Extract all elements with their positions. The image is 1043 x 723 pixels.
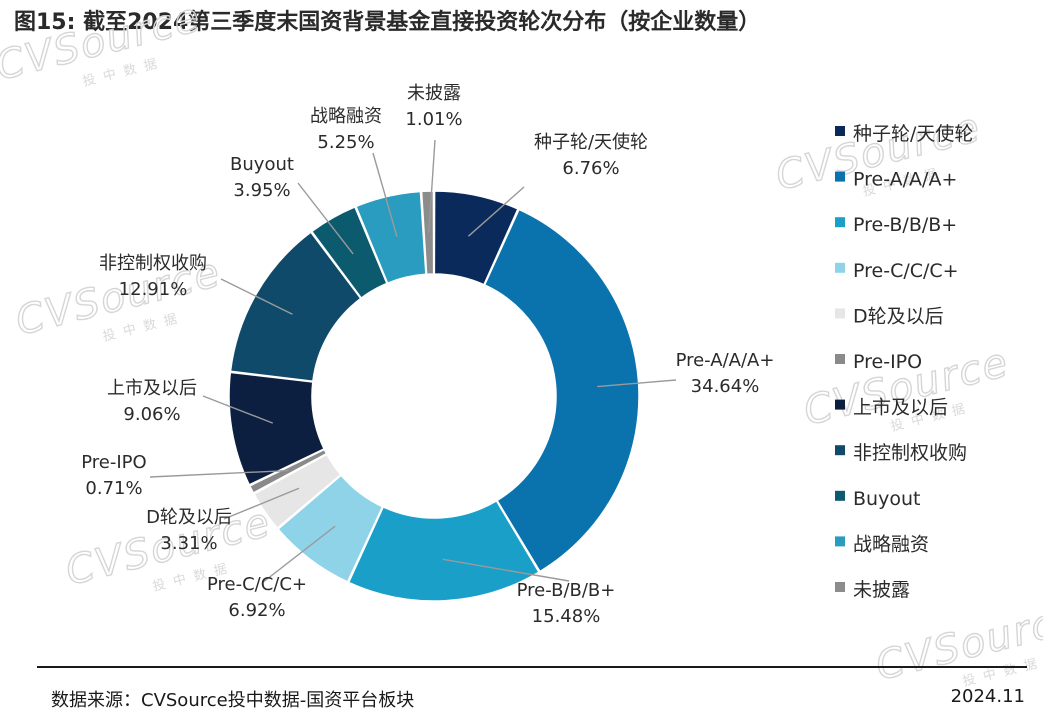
leader-lines (149, 139, 677, 584)
legend-swatch-10 (835, 582, 845, 592)
legend-label-7: 非控制权收购 (853, 442, 967, 464)
slice-label-name-1: Pre-A/A/A+ (676, 350, 775, 371)
donut-slices (228, 190, 640, 602)
slice-label-value-9: 5.25% (317, 132, 374, 153)
footer-date: 2024.11 (950, 686, 1025, 707)
footer-source: 数据来源：CVSource投中数据-国资平台板块 (51, 690, 415, 711)
slice-label-name-8: Buyout (230, 154, 294, 175)
leader-line-4 (223, 487, 300, 520)
legend-label-10: 未披露 (853, 579, 910, 601)
legend-label-2: Pre-B/B/B+ (853, 214, 957, 236)
slice-label-name-3: Pre-C/C/C+ (207, 574, 307, 595)
footer-divider (37, 666, 1027, 668)
slice-label-name-6: 上市及以后 (107, 378, 197, 399)
slice-label-value-7: 12.91% (119, 279, 188, 300)
legend-swatch-4 (835, 308, 845, 319)
slice-2 (347, 499, 540, 602)
legend-label-9: 战略融资 (853, 533, 929, 555)
legend-swatch-8 (835, 490, 845, 501)
slice-label-value-3: 6.92% (228, 600, 285, 621)
leader-line-2 (442, 558, 570, 582)
legend-swatch-3 (835, 262, 845, 273)
legend-label-8: Buyout (853, 488, 920, 510)
watermark-1: CVSource投中数据 (771, 104, 987, 201)
legend-label-5: Pre-IPO (853, 351, 922, 373)
slice-label-value-1: 34.64% (691, 376, 760, 397)
slice-labels: 种子轮/天使轮 6.76% Pre-A/A/A+ 34.64% Pre-B/B/B+ 15… (81, 83, 774, 627)
slice-label-name-9: 战略融资 (310, 106, 382, 127)
legend-swatch-6 (835, 399, 845, 410)
legend-swatch-7 (835, 445, 845, 456)
leader-line-5 (149, 469, 289, 478)
legend-label-4: D轮及以后 (853, 305, 944, 327)
slice-label-value-2: 15.48% (532, 606, 601, 627)
leader-line-1 (597, 379, 677, 388)
legend-swatch-2 (835, 217, 845, 228)
slice-3 (277, 474, 384, 583)
leader-line-9 (372, 152, 398, 237)
leader-line-6 (202, 395, 274, 424)
legend-label-3: Pre-C/C/C+ (853, 260, 959, 282)
slice-label-value-0: 6.76% (562, 158, 619, 179)
slice-label-value-6: 9.06% (123, 404, 180, 425)
slice-9 (355, 190, 427, 285)
leader-line-10 (428, 139, 436, 233)
slice-6 (228, 371, 326, 486)
slice-label-name-0: 种子轮/天使轮 (534, 132, 648, 153)
slice-label-value-5: 0.71% (85, 478, 142, 499)
slice-0 (433, 190, 519, 286)
slice-label-value-4: 3.31% (160, 533, 217, 554)
legend-swatch-9 (835, 536, 845, 547)
slice-label-name-2: Pre-B/B/B+ (517, 580, 616, 601)
slice-label-name-4: D轮及以后 (146, 507, 232, 528)
slice-label-name-7: 非控制权收购 (99, 253, 207, 274)
legend-swatch-1 (835, 171, 845, 182)
legend: 种子轮/天使轮 Pre-A/A/A+ Pre-B/B/B+ Pre-C/C/C+ D轮及… (835, 123, 973, 601)
slice-1 (483, 208, 640, 573)
slice-label-name-5: Pre-IPO (81, 452, 146, 473)
legend-label-0: 种子轮/天使轮 (853, 123, 973, 145)
legend-swatch-0 (835, 126, 845, 136)
slice-label-name-10: 未披露 (407, 83, 461, 104)
leader-line-3 (261, 525, 336, 584)
leader-line-7 (220, 278, 293, 315)
chart-title: 图15: 截至2024第三季度末国资背景基金直接投资轮次分布（按企业数量） (14, 10, 761, 35)
leader-line-8 (297, 182, 354, 255)
slice-label-value-10: 1.01% (405, 109, 462, 130)
legend-label-6: 上市及以后 (853, 397, 948, 419)
watermark-0: CVSource投中数据 (0, 0, 206, 90)
slice-8 (310, 205, 388, 300)
legend-label-1: Pre-A/A/A+ (853, 169, 957, 191)
slice-label-value-8: 3.95% (233, 180, 290, 201)
slice-7 (229, 231, 362, 383)
leader-line-0 (467, 186, 525, 237)
legend-swatch-5 (835, 354, 845, 364)
